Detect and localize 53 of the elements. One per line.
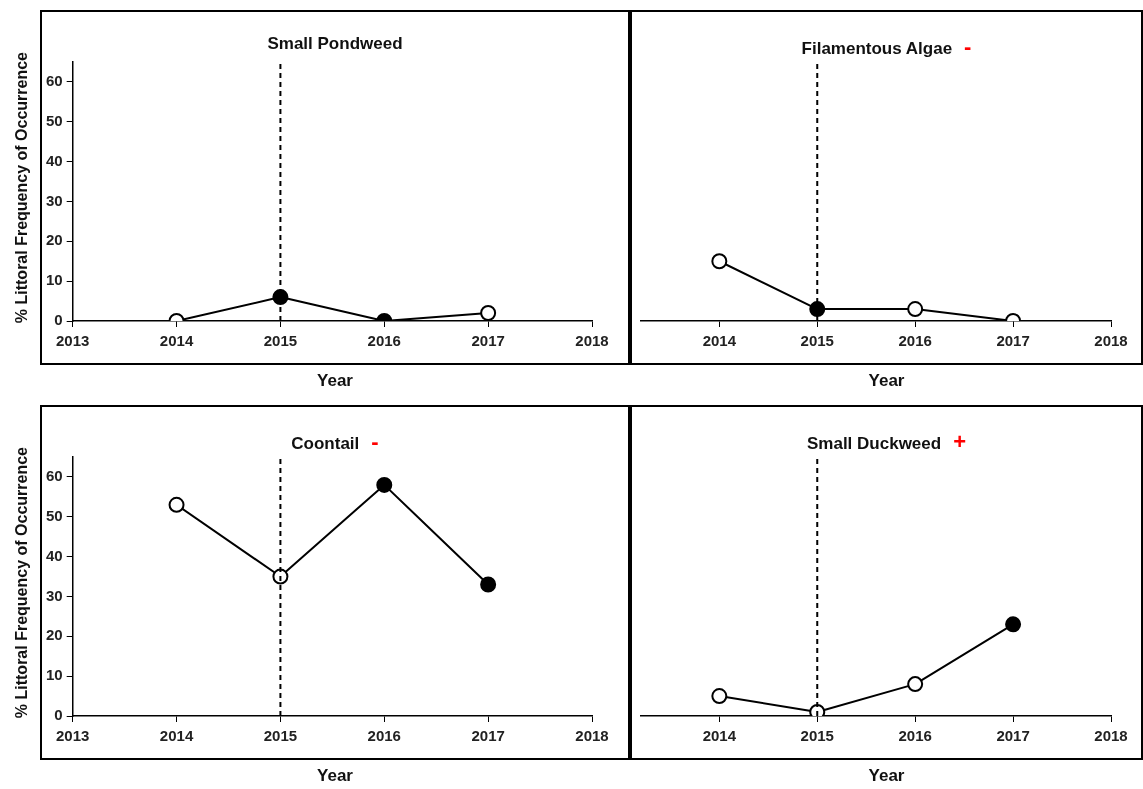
point xyxy=(272,568,289,585)
x-tick-label: 2017 xyxy=(996,727,1030,745)
x-tick-label: 2015 xyxy=(263,727,298,745)
chart-title: Coontail xyxy=(291,434,360,453)
x-tick-label: 2015 xyxy=(263,332,298,350)
y-axis-title: % Littoral Frequency of Occurrence xyxy=(13,51,31,324)
x-axis-title: Year xyxy=(867,371,906,391)
point xyxy=(480,576,497,593)
x-tick-label: 2016 xyxy=(898,332,932,350)
x-axis-title: Year xyxy=(867,766,906,786)
y-tick-label: 50 xyxy=(46,506,63,524)
text: - xyxy=(371,429,379,454)
y-tick-label: 60 xyxy=(46,72,63,90)
y-tick-label: 0 xyxy=(54,706,63,724)
x-tick-label: 2014 xyxy=(702,332,737,350)
y-tick-label: 30 xyxy=(46,586,63,604)
y-tick-label: 20 xyxy=(46,231,63,249)
chart-title: Filamentous Algae xyxy=(801,39,953,58)
x-tick-label: 2016 xyxy=(367,727,401,745)
y-tick-label: 20 xyxy=(46,626,63,644)
x-tick-label: 2013 xyxy=(56,727,90,745)
y-tick-label: 50 xyxy=(46,111,63,129)
x-tick-label: 2016 xyxy=(367,332,401,350)
y-tick-label: 30 xyxy=(46,191,63,209)
text: + xyxy=(953,429,967,454)
point xyxy=(376,476,393,493)
x-axis-title: Year xyxy=(316,371,354,391)
x-tick-label: 2018 xyxy=(575,727,609,745)
y-axis-title: % Littoral Frequency of Occurrence xyxy=(13,446,31,719)
x-axis-title: Year xyxy=(316,766,354,786)
x-tick-label: 2014 xyxy=(702,727,737,745)
chart-title: Small Duckweed xyxy=(806,434,942,453)
x-tick-label: 2017 xyxy=(996,332,1030,350)
chart-title: Small Pondweed xyxy=(267,34,403,53)
x-tick-label: 2016 xyxy=(898,727,932,745)
x-tick-label: 2017 xyxy=(471,727,505,745)
x-tick-label: 2014 xyxy=(159,332,194,350)
point xyxy=(168,496,185,513)
y-tick-label: 0 xyxy=(54,311,63,329)
y-tick-label: 40 xyxy=(46,546,63,564)
x-tick-label: 2018 xyxy=(1094,332,1128,350)
x-tick-label: 2015 xyxy=(800,332,834,350)
x-tick-label: 2015 xyxy=(800,727,834,745)
y-tick-label: 10 xyxy=(46,271,63,289)
y-tick-label: 60 xyxy=(46,467,63,485)
x-tick-label: 2018 xyxy=(575,332,609,350)
y-tick-label: 40 xyxy=(46,151,63,169)
text: - xyxy=(964,34,972,59)
x-tick-label: 2013 xyxy=(56,332,90,350)
y-tick-label: 10 xyxy=(46,666,63,684)
x-tick-label: 2017 xyxy=(471,332,505,350)
x-tick-label: 2014 xyxy=(159,727,194,745)
x-tick-label: 2018 xyxy=(1094,727,1128,745)
